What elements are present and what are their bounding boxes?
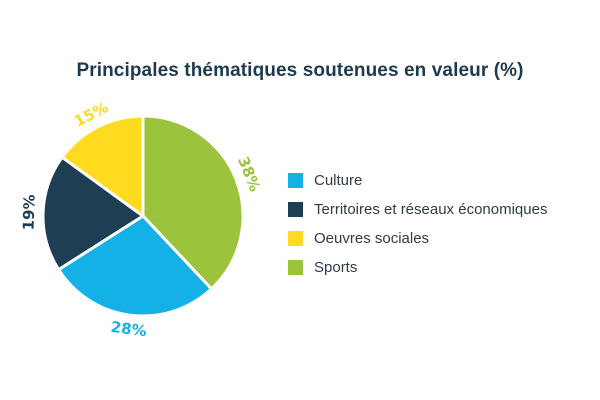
legend-label: Territoires et réseaux économiques [314,200,548,218]
legend-swatch [288,230,303,246]
legend-item-sports: Sports [288,258,547,276]
pie-slice-culture [57,214,213,318]
pie-value-label-territoires: 19% [19,194,38,230]
legend-label: Oeuvres sociales [314,229,430,247]
legend-item-oeuvres-sociales: Oeuvres sociales [288,229,547,247]
pie-slice-sports [141,114,245,291]
chart-title: Principales thématiques soutenues en val… [76,60,524,81]
legend-swatch [288,259,303,275]
legend-swatch [288,172,303,188]
legend-item-territoires: Territoires et réseaux économiques [288,200,547,218]
pie-slice-territoires [41,155,145,272]
pie-slices [41,114,245,318]
pie-slice-oeuvres-sociales [60,114,145,218]
pie-value-label-culture: 28% [110,318,148,340]
legend-label: Sports [314,258,358,276]
legend-label: Culture [314,171,363,189]
chart-legend: Culture Territoires et réseaux économiqu… [288,171,547,287]
legend-swatch [288,201,303,217]
legend-item-culture: Culture [288,171,547,189]
